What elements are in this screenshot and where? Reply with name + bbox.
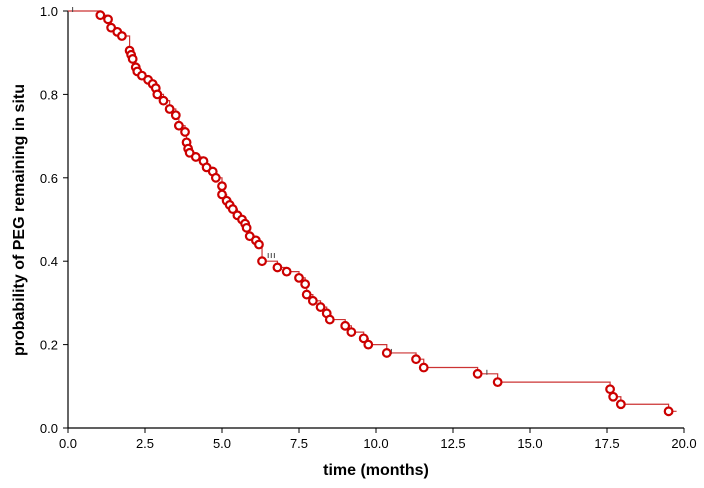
- y-tick-label: 0.6: [40, 171, 58, 186]
- event-point: [152, 89, 163, 100]
- x-tick-label: 0.0: [59, 436, 77, 451]
- y-tick-label: 0.4: [40, 254, 58, 269]
- x-tick-label: 7.5: [290, 436, 308, 451]
- plot-area: 0.0 2.5 5.0 7.5 10.0 12.5 15.0 17.5 20.0 0.00.20…: [40, 4, 697, 451]
- survival-step-line: [68, 10, 677, 412]
- event-point: [227, 204, 238, 214]
- event-point: [95, 10, 106, 21]
- y-tick-label: 0.8: [40, 87, 58, 102]
- event-point: [411, 354, 421, 365]
- y-tick-label: 1.0: [40, 4, 58, 19]
- y-axis-title: probability of PEG remaining in situ: [11, 84, 28, 356]
- event-point: [173, 120, 184, 131]
- event-point: [346, 327, 357, 337]
- x-tick-label: 12.5: [440, 436, 465, 451]
- event-point: [164, 104, 175, 114]
- x-tick-label: 20.0: [671, 436, 696, 451]
- event-point: [170, 110, 181, 121]
- event-point: [363, 339, 374, 350]
- event-point: [472, 368, 483, 379]
- event-point: [127, 54, 138, 64]
- event-point: [180, 127, 190, 137]
- event-point: [241, 222, 252, 233]
- x-axis-ticks: 0.0 2.5 5.0 7.5 10.0 12.5 15.0 17.5 20.0: [59, 428, 697, 451]
- y-tick-label: 0.0: [40, 421, 58, 436]
- y-axis-ticks: 0.0 0.2 0.4 0.6 0.8 1.0: [40, 4, 68, 436]
- event-point: [294, 272, 304, 283]
- x-tick-label: 5.0: [213, 436, 231, 451]
- event-point: [492, 377, 503, 388]
- event-point: [217, 181, 227, 192]
- x-tick-label: 15.0: [517, 436, 542, 451]
- event-point: [615, 399, 626, 410]
- event-point: [307, 295, 318, 306]
- event-point: [103, 14, 113, 25]
- event-point: [210, 172, 221, 183]
- event-point: [116, 31, 127, 41]
- event-point: [381, 348, 392, 358]
- event-point: [315, 302, 326, 312]
- event-point: [217, 189, 227, 200]
- y-tick-label: 0.2: [40, 338, 58, 353]
- event-point: [608, 391, 619, 402]
- event-point: [281, 266, 292, 277]
- event-point: [300, 279, 311, 290]
- event-point: [324, 314, 335, 325]
- event-point: [158, 95, 169, 106]
- x-tick-label: 10.0: [363, 436, 388, 451]
- x-axis-title: time (months): [323, 462, 429, 479]
- x-tick-label: 17.5: [594, 436, 619, 451]
- event-point: [254, 239, 264, 250]
- survival-curve: [68, 10, 677, 412]
- event-point: [301, 289, 312, 300]
- event-point: [663, 406, 674, 417]
- event-points: [95, 10, 674, 417]
- event-point: [257, 256, 267, 267]
- event-point: [272, 262, 283, 273]
- event-point: [340, 320, 351, 331]
- event-point: [190, 152, 201, 162]
- event-point: [418, 362, 429, 373]
- x-tick-label: 2.5: [136, 436, 154, 451]
- event-point: [358, 333, 369, 344]
